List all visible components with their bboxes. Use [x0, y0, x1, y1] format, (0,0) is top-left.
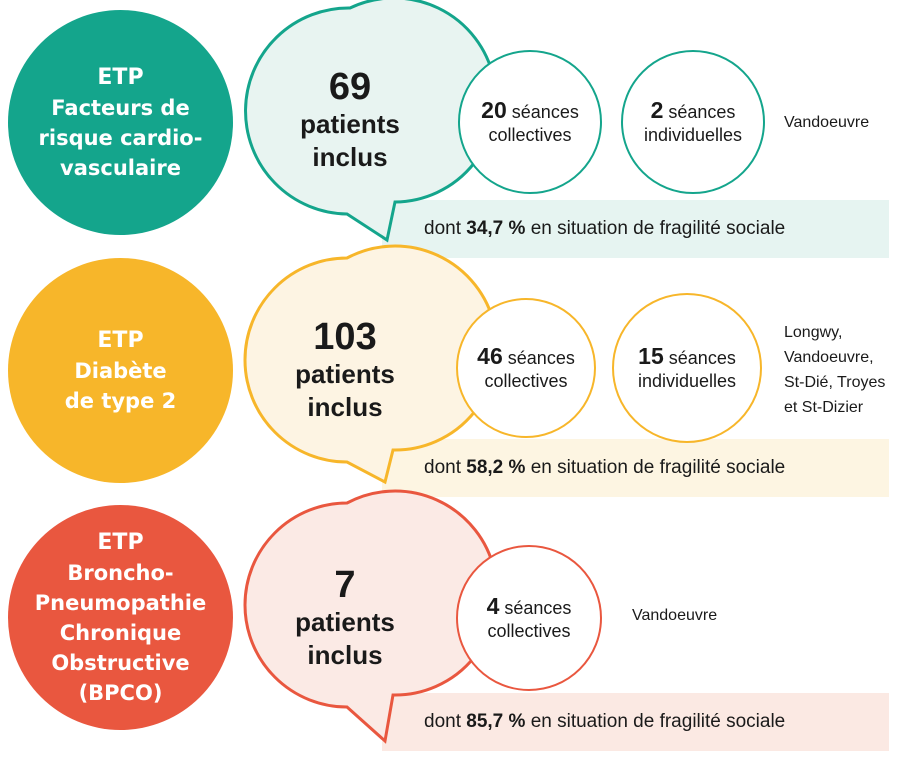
session-type: collectives [484, 371, 568, 391]
band-percent: 85,7 % [466, 711, 526, 732]
patients-bubble-1 [244, 0, 498, 243]
session-word: séances [504, 598, 572, 618]
session-circle-collective-1: 20 séances collectives [458, 50, 602, 194]
fragility-band-2: dont 58,2 % en situation de fragilité so… [382, 439, 889, 497]
patients-count-1: 69 patients inclus [250, 40, 450, 200]
session-number: 46 [477, 343, 503, 369]
patients-label-2: inclus [307, 640, 383, 670]
band-prefix: dont [424, 218, 461, 239]
session-number: 20 [481, 97, 507, 123]
band-suffix: en situation de fragilité sociale [530, 218, 786, 239]
session-circle-individual-1: 2 séances individuelles [621, 50, 765, 194]
etp-label: ETP [97, 64, 144, 90]
fragility-band-3: dont 85,7 % en situation de fragilité so… [382, 693, 889, 751]
session-type: collectives [488, 125, 572, 145]
etp-circle-bpco: ETP Broncho- Pneumopathie Chronique Obst… [8, 505, 233, 730]
session-circle-collective-2: 46 séances collectives [456, 298, 596, 438]
patients-bubble-2 [243, 244, 499, 485]
patients-label-2: inclus [312, 142, 388, 172]
session-circle-collective-3: 4 séances collectives [456, 545, 602, 691]
patients-count-2: 103 patients inclus [245, 290, 445, 450]
session-word: séances [668, 348, 736, 368]
places-2: Longwy, Vandoeuvre, St-Dié, Troyes et St… [784, 324, 886, 416]
etp-circle-cardio: ETP Facteurs de risque cardio- vasculair… [8, 10, 233, 235]
etp-title: Broncho- Pneumopathie Chronique Obstruct… [34, 560, 207, 705]
etp-circle-diabete: ETP Diabète de type 2 [8, 258, 233, 483]
etp-label: ETP [97, 327, 144, 353]
places-1: Vandoeuvre [784, 114, 870, 131]
patients-label: patients [300, 109, 400, 139]
patients-number: 103 [313, 316, 377, 358]
band-suffix: en situation de fragilité sociale [530, 457, 786, 478]
patients-number: 7 [334, 564, 356, 606]
session-word: séances [511, 102, 579, 122]
places-3: Vandoeuvre [632, 607, 718, 624]
session-word: séances [507, 348, 575, 368]
band-prefix: dont [424, 457, 461, 478]
session-number: 4 [486, 593, 500, 619]
session-circle-individual-2: 15 séances individuelles [612, 293, 762, 443]
fragility-band-1: dont 34,7 % en situation de fragilité so… [382, 200, 889, 258]
etp-title: Diabète de type 2 [64, 358, 177, 413]
patients-label: patients [295, 607, 395, 637]
patients-label-2: inclus [307, 392, 383, 422]
session-type: collectives [487, 621, 571, 641]
patients-label: patients [295, 359, 395, 389]
session-number: 15 [638, 343, 664, 369]
session-type: individuelles [643, 125, 743, 145]
band-percent: 58,2 % [466, 457, 526, 478]
patients-bubble-3 [243, 489, 499, 744]
patients-number: 69 [328, 66, 372, 108]
session-word: séances [668, 102, 736, 122]
patients-count-3: 7 patients inclus [245, 538, 445, 698]
etp-label: ETP [97, 529, 144, 555]
session-type: individuelles [637, 371, 737, 391]
band-prefix: dont [424, 711, 461, 732]
band-percent: 34,7 % [466, 218, 526, 239]
etp-title: Facteurs de risque cardio- vasculaire [38, 95, 203, 180]
band-suffix: en situation de fragilité sociale [530, 711, 786, 732]
session-number: 2 [650, 97, 664, 123]
